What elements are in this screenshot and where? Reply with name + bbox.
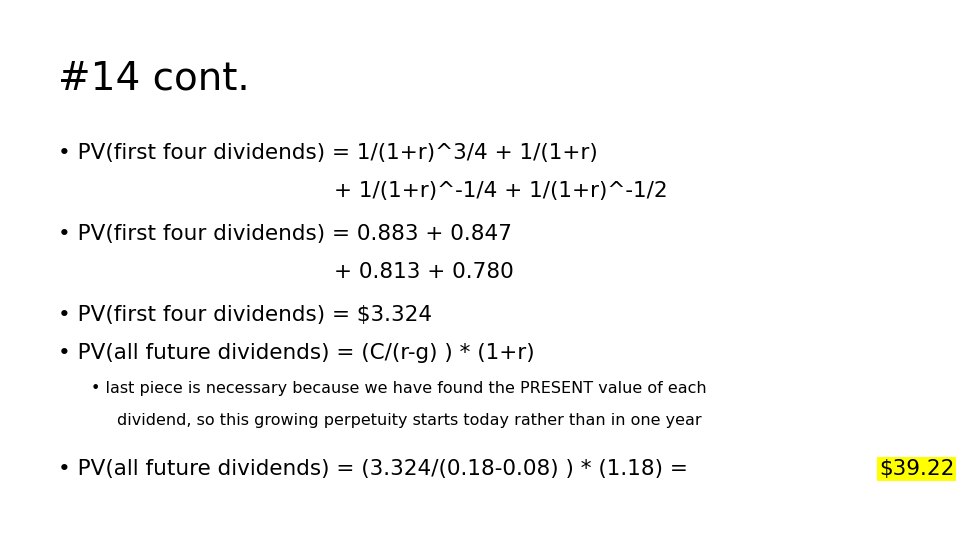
Text: • PV(first four dividends) = 0.883 + 0.847: • PV(first four dividends) = 0.883 + 0.8… <box>58 224 512 244</box>
Text: • PV(first four dividends) = 1/(1+r)^3/4 + 1/(1+r): • PV(first four dividends) = 1/(1+r)^3/4… <box>58 143 597 163</box>
Text: $39.22: $39.22 <box>879 459 954 479</box>
Text: + 0.813 + 0.780: + 0.813 + 0.780 <box>334 262 514 282</box>
Text: • PV(all future dividends) = (C/(r-g) ) * (1+r): • PV(all future dividends) = (C/(r-g) ) … <box>58 343 534 363</box>
Text: #14 cont.: #14 cont. <box>58 59 250 97</box>
Text: • PV(first four dividends) = $3.324: • PV(first four dividends) = $3.324 <box>58 305 432 325</box>
Text: + 1/(1+r)^-1/4 + 1/(1+r)^-1/2: + 1/(1+r)^-1/4 + 1/(1+r)^-1/2 <box>334 181 668 201</box>
Text: • PV(all future dividends) = (3.324/(0.18-0.08) ) * (1.18) =: • PV(all future dividends) = (3.324/(0.1… <box>58 459 694 479</box>
Text: dividend, so this growing perpetuity starts today rather than in one year: dividend, so this growing perpetuity sta… <box>117 413 702 428</box>
Text: • last piece is necessary because we have found the PRESENT value of each: • last piece is necessary because we hav… <box>91 381 707 396</box>
